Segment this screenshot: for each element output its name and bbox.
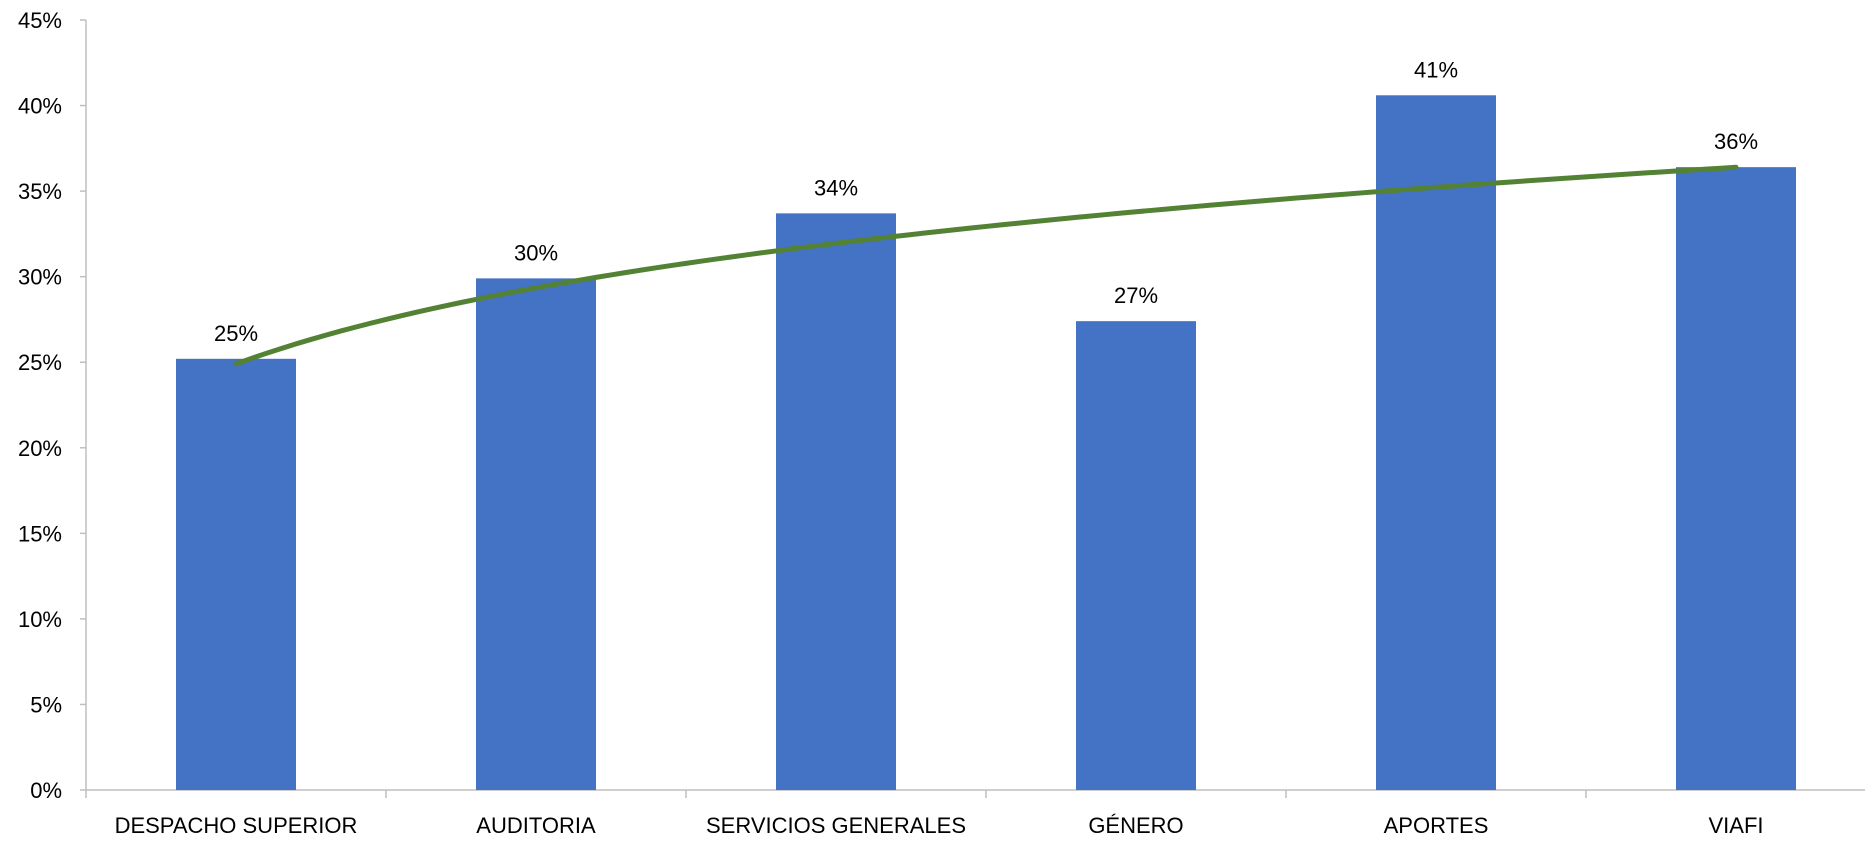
- x-category-label: DESPACHO SUPERIOR: [115, 813, 358, 838]
- y-tick-label: 40%: [18, 94, 62, 119]
- bar-data-label: 41%: [1414, 57, 1458, 82]
- trendline-curve: [233, 164, 1739, 367]
- bar-data-label: 25%: [214, 321, 258, 346]
- x-category-label: VIAFI: [1708, 813, 1763, 838]
- x-axis: DESPACHO SUPERIOR AUDITORIA SERVICIOS GENE…: [85, 789, 1865, 838]
- trendline: [233, 164, 1739, 367]
- bar: [1376, 95, 1496, 791]
- y-axis: 0% 5% 10% 15% 20% 25% 30% 35% 40% 45%: [18, 8, 87, 803]
- bar: [176, 358, 296, 790]
- y-tick-label: 15%: [18, 521, 62, 546]
- y-tick-label: 10%: [18, 607, 62, 632]
- x-category-label: GÉNERO: [1088, 813, 1183, 838]
- bars: [176, 95, 1796, 791]
- y-tick-label: 5%: [30, 692, 62, 717]
- y-tick-label: 25%: [18, 350, 62, 375]
- bar-data-label: 34%: [814, 175, 858, 200]
- bar-data-label: 27%: [1114, 283, 1158, 308]
- bar: [1676, 167, 1796, 791]
- y-tick-label: 20%: [18, 436, 62, 461]
- y-tick-label: 30%: [18, 265, 62, 290]
- bar-data-label: 36%: [1714, 129, 1758, 154]
- y-tick-label: 45%: [18, 8, 62, 33]
- x-category-label: AUDITORIA: [476, 813, 596, 838]
- x-category-label: SERVICIOS GENERALES: [706, 813, 966, 838]
- y-tick-label: 35%: [18, 179, 62, 204]
- bar: [776, 213, 896, 790]
- x-category-label: APORTES: [1384, 813, 1489, 838]
- bar: [476, 278, 596, 790]
- y-tick-label: 0%: [30, 778, 62, 803]
- data-labels: 25% 30% 34% 27% 41% 36%: [214, 57, 1758, 346]
- bar: [1076, 321, 1196, 790]
- bar-data-label: 30%: [514, 240, 558, 265]
